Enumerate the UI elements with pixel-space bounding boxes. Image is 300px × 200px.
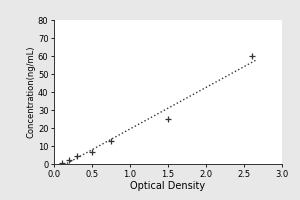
Y-axis label: Concentration(ng/mL): Concentration(ng/mL) bbox=[26, 46, 35, 138]
X-axis label: Optical Density: Optical Density bbox=[130, 181, 206, 191]
